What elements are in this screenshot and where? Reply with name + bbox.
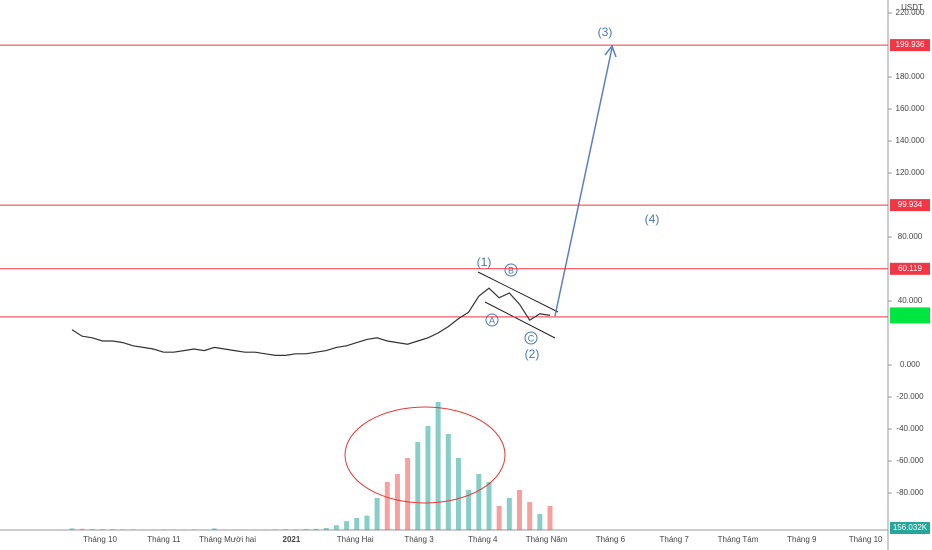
volume-label: 156.032K [893, 523, 928, 532]
y-tick-label: 40.000 [898, 296, 923, 305]
volume-bar [89, 529, 95, 530]
wave-label: (1) [477, 255, 492, 269]
x-tick-label: Tháng 9 [787, 535, 817, 544]
volume-bar [293, 529, 299, 530]
level-label: 199.936 [896, 40, 925, 49]
volume-bar [211, 528, 217, 530]
y-tick-label: 180.000 [896, 72, 925, 81]
volume-bar [384, 482, 390, 530]
volume-bar [191, 529, 197, 530]
x-tick-label: Tháng Tám [718, 535, 759, 544]
x-tick-label: Tháng 11 [147, 535, 181, 544]
volume-bar [344, 521, 350, 530]
volume-bar [394, 474, 400, 530]
x-tick-label: Tháng Hai [337, 535, 374, 544]
level-label: 60.119 [898, 264, 922, 273]
volume-bar [303, 529, 309, 530]
y-tick-label: -20.000 [896, 392, 924, 401]
currency: USDT [901, 3, 923, 12]
volume-bar [354, 518, 360, 530]
level-tag [890, 262, 930, 275]
y-tick-label: 160.000 [896, 104, 925, 113]
volume-tag [890, 522, 930, 534]
volume-bar [435, 402, 441, 530]
ellipse-annotation [344, 406, 506, 504]
volume-bar [476, 474, 482, 530]
volume-bar [516, 490, 522, 530]
volume-bar [69, 528, 75, 530]
volume-bar [130, 529, 136, 530]
volume-bar [323, 528, 329, 530]
x-tick-label: Tháng Năm [526, 535, 568, 544]
y-tick-label: 220.000 [896, 8, 925, 17]
channel-line [477, 271, 559, 313]
last-price-tag [890, 307, 930, 324]
volume-bar [313, 528, 319, 530]
level-label: 99.934 [898, 200, 923, 209]
y-tick-label: -80.000 [896, 488, 924, 497]
y-tick-label: 0.000 [900, 360, 921, 369]
wave-circle [524, 331, 538, 345]
y-tick-label: 80.000 [898, 232, 923, 241]
level-tag [890, 39, 930, 52]
price-line [71, 287, 551, 356]
x-tick-label: Tháng 10 [83, 535, 117, 544]
x-tick-label: Tháng 7 [660, 535, 690, 544]
x-tick-label: Tháng 10 [849, 535, 883, 544]
wave-circle [485, 313, 499, 327]
volume-bar [415, 442, 421, 530]
volume-bar [161, 529, 167, 530]
projection-arrow [554, 47, 613, 317]
y-tick-label: 140.000 [896, 136, 925, 145]
volume-bar [110, 529, 116, 530]
volume-bar [455, 458, 461, 530]
volume-bar [445, 434, 451, 530]
channel-line [484, 301, 556, 339]
x-tick-label: Tháng 6 [596, 535, 626, 544]
x-tick-label: Tháng Mười hai [199, 535, 256, 544]
volume-bar [333, 525, 339, 530]
wave-label: (3) [598, 25, 613, 39]
volume-bar [547, 506, 553, 530]
volume-bar [272, 529, 278, 530]
volume-bar [537, 514, 543, 530]
wave-label: B [508, 265, 514, 275]
wave-label: C [528, 333, 535, 343]
x-tick-label: 2021 [283, 535, 301, 544]
wave-label: A [489, 315, 495, 325]
x-tick-label: Tháng 3 [404, 535, 434, 544]
y-tick-label: -60.000 [896, 456, 924, 465]
x-tick-label: Tháng 4 [468, 535, 498, 544]
wave-label: (4) [645, 212, 660, 226]
volume-bar [506, 498, 512, 530]
volume-bar [120, 529, 126, 530]
volume-bar [527, 502, 533, 530]
volume-bar [486, 482, 492, 530]
level-tag [890, 199, 930, 212]
wave-label: (2) [525, 347, 540, 361]
volume-bar [405, 458, 411, 530]
volume-bar [283, 529, 289, 530]
volume-bar [466, 490, 472, 530]
volume-bar [374, 498, 380, 530]
y-tick-label: 120.000 [896, 168, 925, 177]
volume-bar [79, 528, 85, 530]
volume-bar [496, 506, 502, 530]
y-tick-label: -40.000 [896, 424, 924, 433]
arrow-head [604, 44, 617, 58]
volume-bar [425, 426, 431, 530]
wave-circle [504, 263, 518, 277]
volume-bar [100, 529, 106, 530]
volume-bar [364, 515, 370, 530]
